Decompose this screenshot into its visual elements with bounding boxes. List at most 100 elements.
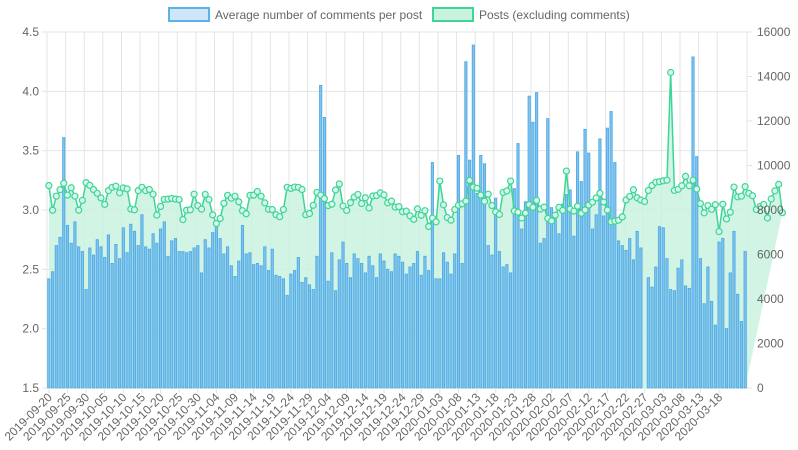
comments-bars xyxy=(47,44,747,389)
comments-bar xyxy=(684,285,688,389)
comments-bar xyxy=(401,261,405,389)
posts-point xyxy=(600,198,608,206)
comments-bar xyxy=(427,270,431,389)
comments-bar xyxy=(237,260,241,389)
posts-point xyxy=(719,200,727,208)
posts-point xyxy=(48,206,57,214)
comments-bar xyxy=(278,276,282,389)
comments-bar xyxy=(736,293,740,389)
posts-point xyxy=(45,181,53,190)
posts-point xyxy=(506,177,515,185)
comments-bar xyxy=(646,277,650,389)
comments-bar xyxy=(259,265,263,389)
comments-bar xyxy=(95,239,99,389)
comments-bar xyxy=(721,238,725,389)
comments-bar xyxy=(564,194,568,389)
comments-bar xyxy=(616,240,621,389)
comments-bar xyxy=(173,238,178,389)
comments-bar xyxy=(415,251,420,389)
comments-bar xyxy=(285,295,289,389)
comments-bar xyxy=(367,255,371,389)
comments-bar xyxy=(240,225,245,389)
comments-bar xyxy=(624,249,628,389)
comments-bar xyxy=(661,227,665,389)
comments-bar xyxy=(326,280,330,389)
comments-bar xyxy=(497,251,501,389)
comments-bar xyxy=(311,289,315,389)
comments-bar xyxy=(557,233,561,389)
legend-item-avg-comments[interactable]: Average number of comments per post xyxy=(168,7,423,22)
comments-bar xyxy=(54,245,58,389)
comments-bar xyxy=(389,271,393,389)
posts-point xyxy=(540,203,548,211)
comments-bar xyxy=(356,258,360,389)
posts-point xyxy=(644,186,652,195)
comments-bar xyxy=(114,244,118,389)
comments-bar xyxy=(490,254,494,389)
comments-bar xyxy=(609,111,613,389)
posts-point xyxy=(596,189,604,197)
comments-bar xyxy=(140,214,144,389)
comments-bar xyxy=(393,253,397,389)
posts-point xyxy=(514,208,522,216)
comments-bar xyxy=(177,251,181,389)
comments-bar xyxy=(263,246,267,389)
posts-point xyxy=(466,176,474,185)
comments-bar xyxy=(441,252,446,389)
posts-point xyxy=(130,206,139,214)
comments-bar xyxy=(185,252,189,389)
posts-point xyxy=(279,205,288,214)
comments-bar xyxy=(360,262,364,389)
comments-bar xyxy=(680,259,684,389)
posts-point xyxy=(503,187,511,195)
comments-bar xyxy=(363,272,367,389)
comments-bar xyxy=(546,118,550,389)
comments-bar xyxy=(266,270,271,389)
posts-point xyxy=(495,210,503,219)
posts-point xyxy=(153,211,161,219)
legend-item-posts[interactable]: Posts (excluding comments) xyxy=(432,7,630,22)
legend: Average number of comments per post Post… xyxy=(168,7,630,22)
legend-label-avg-comments: Average number of comments per post xyxy=(215,8,423,22)
posts-points xyxy=(45,68,786,236)
comments-bar xyxy=(572,235,576,389)
comments-bar xyxy=(244,253,248,389)
comments-bar xyxy=(147,248,151,389)
comments-bar xyxy=(382,260,386,389)
comments-bar xyxy=(531,121,535,389)
posts-point xyxy=(689,176,697,184)
posts-point xyxy=(63,191,72,199)
posts-point xyxy=(209,211,217,219)
posts-point xyxy=(570,207,578,215)
comments-bar xyxy=(706,266,710,389)
posts-point xyxy=(722,215,731,223)
posts-point xyxy=(335,180,343,188)
comments-bar xyxy=(538,242,542,389)
comments-bar xyxy=(84,289,88,389)
comments-bar xyxy=(702,303,706,389)
comments-bar xyxy=(665,258,669,389)
posts-point xyxy=(533,196,541,205)
comments-bar xyxy=(103,257,107,389)
posts-point xyxy=(395,203,403,211)
comments-bar xyxy=(631,259,635,389)
posts-point xyxy=(201,190,209,199)
posts-point xyxy=(711,201,719,209)
comments-bar xyxy=(549,207,554,389)
y-right-tick-label: 16000 xyxy=(757,25,791,39)
comments-bar xyxy=(430,162,434,389)
y-left-tick-label: 3.0 xyxy=(22,203,39,217)
y-right-tick-label: 2000 xyxy=(757,337,784,351)
posts-point xyxy=(741,183,749,191)
comments-bar xyxy=(125,252,129,389)
posts-point xyxy=(439,201,448,209)
comments-bar xyxy=(710,300,714,389)
posts-point xyxy=(488,201,496,210)
comments-bar xyxy=(423,255,427,389)
comments-bar xyxy=(505,264,509,389)
posts-point xyxy=(678,182,686,190)
posts-point xyxy=(696,199,705,208)
posts-point xyxy=(75,206,83,214)
y-right-tick-label: 8000 xyxy=(757,203,784,217)
